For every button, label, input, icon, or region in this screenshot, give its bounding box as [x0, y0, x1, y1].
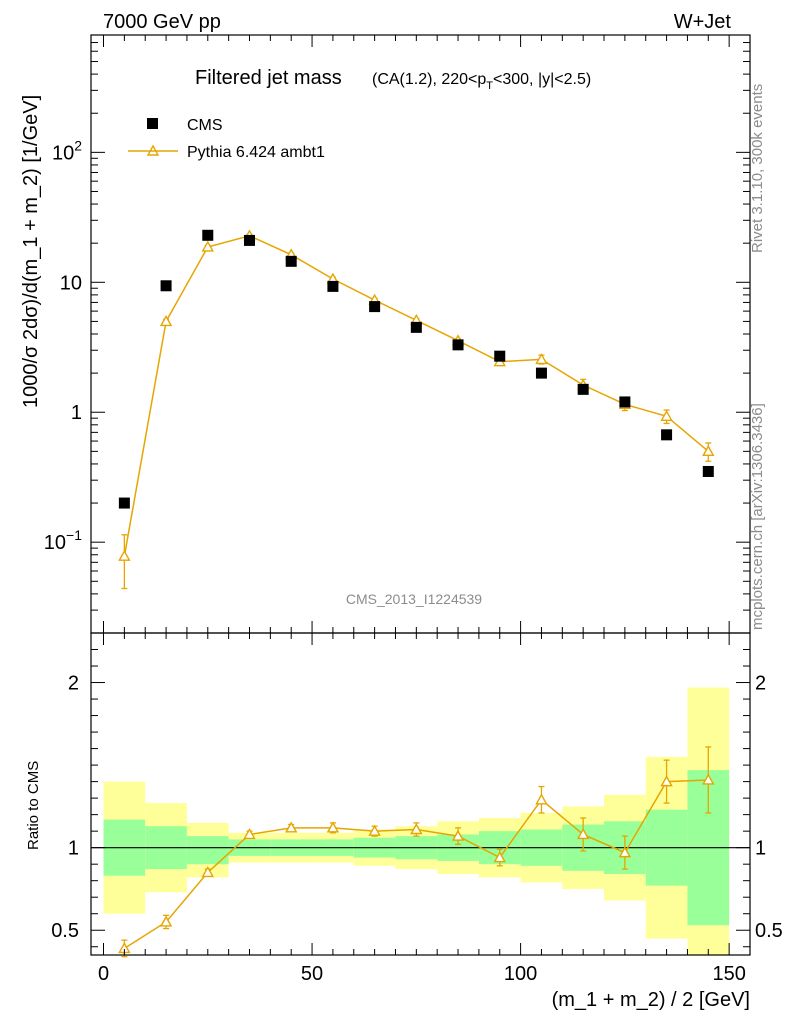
ratio-y-tick-label-right: 0.5	[755, 920, 783, 942]
ratio-point	[368, 824, 381, 836]
ratio-y-tick-label-left: 0.5	[51, 920, 79, 942]
cms-data-point	[202, 229, 214, 241]
cms-data-point	[160, 280, 172, 292]
pythia-point	[702, 444, 715, 457]
ratio-point	[326, 821, 340, 833]
pythia-point	[159, 314, 173, 327]
x-tick-label: 50	[301, 963, 323, 985]
mcplots-label: mcplots.cern.ch [arXiv:1306.3436]	[749, 403, 766, 630]
x-tick-label: 0	[98, 963, 109, 985]
ratio-y-tick-label-left: 1	[68, 838, 79, 860]
main-y-tick-label: 1	[71, 402, 82, 424]
cms-data-point	[369, 301, 381, 313]
cms-data-point	[118, 497, 130, 509]
cms-data-point	[410, 321, 422, 333]
ratio-y-tick-label-right: 1	[755, 838, 766, 860]
plot-title: Filtered jet mass	[195, 67, 342, 89]
cms-data-point	[243, 234, 255, 246]
ratio-point	[493, 851, 506, 863]
cms-data-point	[285, 255, 297, 267]
x-tick-label: 150	[712, 963, 745, 985]
cms-data-point	[452, 339, 464, 351]
cms-data-point	[702, 465, 714, 477]
x-tick-label: 100	[504, 963, 537, 985]
legend-pythia-marker	[146, 144, 160, 156]
main-y-axis-label: 1000/σ 2dσ)/d(m_1 + m_2) [1/GeV]	[20, 95, 42, 408]
ratio-point	[535, 793, 548, 805]
pythia-point	[118, 549, 131, 561]
cms-data-point	[535, 367, 547, 379]
ratio-y-tick-label-left: 2	[68, 673, 79, 695]
cms-data-point	[494, 350, 506, 362]
ratio-point	[159, 915, 173, 927]
ratio-point	[410, 823, 423, 835]
ratio-point	[576, 828, 590, 840]
x-axis-label: (m_1 + m_2) / 2 [GeV]	[552, 989, 750, 1011]
cms-data-point	[577, 383, 589, 395]
ratio-point	[660, 775, 673, 787]
ratio-point	[285, 821, 298, 833]
ratio-point	[618, 846, 632, 858]
collision-label: 7000 GeV pp	[103, 11, 221, 33]
plot-subtitle: (CA(1.2), 220<pT<300, |y|<2.5)	[372, 71, 591, 92]
rivet-label: Rivet 3.1.10, 300k events	[749, 84, 766, 253]
process-label: W+Jet	[674, 11, 732, 33]
main-y-tick-label: 10−1	[44, 527, 82, 554]
legend-pythia-label: Pythia 6.424 ambt1	[187, 144, 325, 161]
ratio-point	[201, 865, 214, 878]
ratio-frame	[90, 632, 751, 956]
cms-data-point	[661, 429, 673, 441]
pythia-line	[123, 234, 709, 557]
ratio-point	[243, 828, 256, 840]
ratio-plot	[91, 687, 750, 958]
legend-cms-marker	[147, 118, 158, 129]
main-y-tick-label: 102	[52, 137, 82, 164]
main-y-tick-label: 10	[60, 272, 82, 294]
pythia-point	[201, 240, 214, 252]
ratio-point	[451, 829, 465, 841]
ratio-y-axis-label: Ratio to CMS	[25, 761, 42, 850]
ratio-y-tick-label-right: 2	[755, 673, 766, 695]
cms-data-point	[327, 280, 339, 292]
pythia-point	[660, 409, 673, 422]
main-plot	[118, 229, 715, 590]
analysis-watermark: CMS_2013_I1224539	[346, 591, 482, 607]
cms-data-point	[619, 396, 631, 408]
ratio-point	[702, 773, 715, 785]
pythia-point	[535, 352, 548, 365]
legend-cms-label: CMS	[187, 117, 223, 134]
